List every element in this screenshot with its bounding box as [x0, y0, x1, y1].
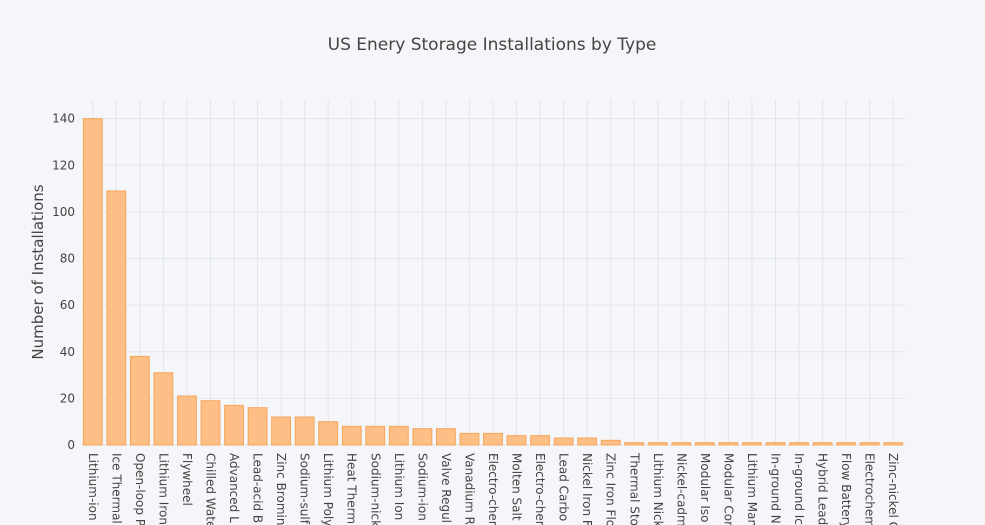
bar — [106, 190, 127, 446]
x-tick-label: Electro-cher — [533, 453, 547, 525]
y-tick-label: 120 — [52, 158, 75, 172]
bar — [294, 416, 315, 446]
x-tick-label: Heat Therm — [345, 453, 359, 524]
x-tick-label: Lithium-ion — [86, 453, 100, 521]
bar — [883, 442, 904, 446]
x-tick-label: Valve Regul — [439, 453, 453, 523]
x-tick-label: Sodium-ion — [415, 453, 429, 521]
bar — [341, 425, 362, 446]
x-tick-label: Lithium Nick — [651, 453, 665, 525]
x-tick-label: Hybrid Lead — [816, 453, 830, 525]
y-tick-label: 100 — [52, 205, 75, 219]
x-tick-label: Flow Battery — [839, 453, 853, 525]
x-tick-label: Lead Carbo — [557, 453, 571, 521]
bar — [177, 395, 197, 446]
x-tick-label: Modular Cor — [721, 453, 735, 525]
x-tick-label: Nickel-cadm — [674, 453, 688, 525]
x-tick-label: Molten Salt — [510, 453, 524, 521]
x-tick-label: Sodium-sulf — [298, 453, 312, 525]
bar — [271, 416, 292, 446]
bar — [718, 442, 739, 446]
x-tick-label: Lithium Poly — [321, 453, 335, 525]
bar — [82, 118, 103, 446]
x-tick-label: Electro-cher — [486, 453, 500, 525]
bar — [694, 442, 715, 446]
x-tick-label: Advanced L — [227, 453, 241, 523]
x-tick-label: Zinc Bromin — [274, 453, 288, 525]
x-tick-label: Open-loop P — [133, 453, 147, 525]
bar — [388, 425, 409, 446]
bar — [129, 355, 150, 446]
x-tick-label: Electrochem — [863, 453, 877, 525]
x-tick-label: Lithium Man — [745, 453, 759, 525]
bar — [553, 437, 574, 446]
bar — [577, 437, 598, 446]
x-tick-label: Flywheel — [180, 453, 194, 506]
bar — [859, 442, 880, 446]
bar — [742, 442, 762, 446]
bar — [153, 372, 174, 446]
x-tick-label: Lithium Iron — [156, 453, 170, 525]
bar — [412, 428, 433, 446]
y-tick-label: 60 — [60, 298, 75, 312]
x-tick-label: Modular Iso — [698, 453, 712, 523]
bar — [836, 442, 857, 446]
x-tick-label: Zinc Iron Flo — [604, 453, 618, 525]
y-tick-label: 0 — [67, 438, 75, 452]
bars — [82, 118, 904, 446]
x-tick-label: Sodium-nick — [368, 453, 382, 525]
bar — [247, 407, 268, 446]
bar — [435, 428, 456, 446]
x-tick-label: Zinc-nickel C — [886, 453, 900, 525]
grid — [81, 100, 905, 446]
bar — [647, 442, 668, 446]
bar — [459, 432, 480, 446]
x-tick-label: Chilled Wate — [203, 453, 217, 525]
x-tick-label: Nickel Iron F — [580, 453, 594, 525]
bar — [624, 442, 645, 446]
bar — [365, 425, 386, 446]
bar — [671, 442, 692, 446]
y-tick-label: 20 — [60, 391, 75, 405]
y-tick-label: 140 — [52, 112, 75, 126]
bar — [224, 404, 244, 446]
bar — [789, 442, 809, 446]
x-tick-label: Ice Thermal — [109, 453, 123, 524]
bar — [765, 442, 786, 446]
chart-title: US Enery Storage Installations by Type — [328, 35, 657, 55]
x-tick-label: Thermal Sto — [627, 452, 641, 525]
x-tick-label: Lithium Ion — [392, 453, 406, 520]
y-tick-label: 80 — [60, 252, 75, 266]
bar — [600, 439, 621, 446]
x-tick-label: Vanadium R — [462, 453, 476, 525]
bar — [483, 432, 503, 446]
y-axis-label: Number of Installations — [29, 184, 47, 359]
bar — [506, 435, 527, 446]
y-axis-ticks: 0 20 40 60 80 100 120 140 — [52, 112, 75, 452]
bar — [318, 421, 339, 446]
bar — [530, 435, 551, 446]
bar — [200, 400, 221, 446]
x-tick-label: In-ground Ic — [792, 453, 806, 525]
x-tick-label: In-ground N — [769, 453, 783, 524]
x-tick-label: Lead-acid B — [251, 453, 265, 523]
y-tick-label: 40 — [60, 345, 75, 359]
x-axis-ticks: Lithium-ion Ice Thermal Open-loop P Lithium… — [86, 452, 900, 525]
bar — [812, 442, 833, 446]
